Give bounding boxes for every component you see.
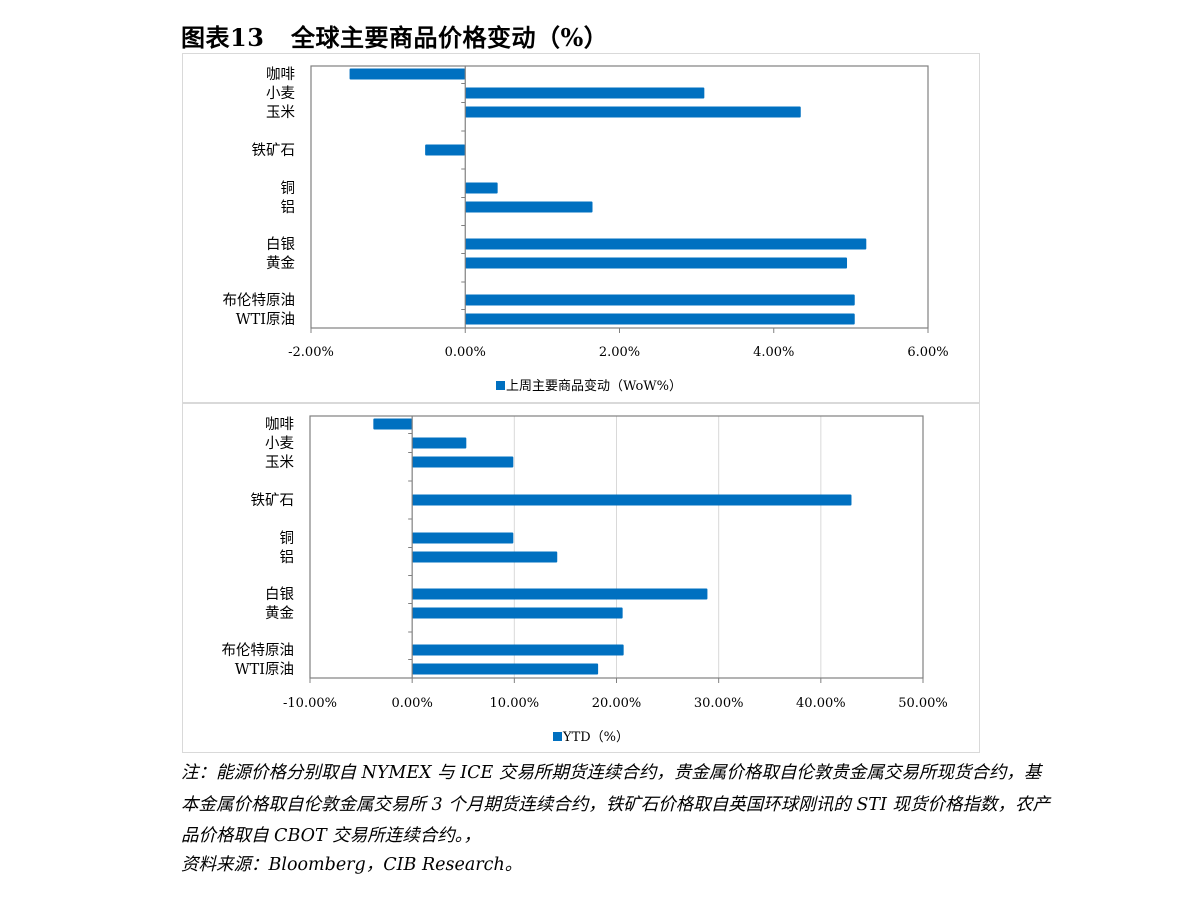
category-label: 小麦 <box>266 85 295 102</box>
bar-8 <box>412 644 624 656</box>
ytd-chart: -10.00% 0.00% 10.00% 20.00% 30.00% 40.00% 50.0… <box>182 403 980 753</box>
bar-5 <box>412 551 558 563</box>
legend-label: 上周主要商品变动（WoW%） <box>506 378 682 394</box>
bar-5 <box>465 201 593 213</box>
category-label: 玉米 <box>265 454 294 471</box>
category-label: WTI原油 <box>236 311 295 328</box>
category-label: 铜 <box>280 530 295 547</box>
bar-7 <box>412 607 623 619</box>
x-tick-label: 6.00% <box>907 345 948 360</box>
x-tick-label: 0.00% <box>445 345 486 360</box>
category-label: 白银 <box>265 586 294 603</box>
bar-0 <box>373 418 413 430</box>
plot-frame <box>310 65 929 329</box>
chart-svg: -2.00% 0.00% 2.00% 4.00% 6.00% 咖啡小麦玉米铁矿石铜铝白银黄… <box>223 65 949 394</box>
bar-7 <box>465 257 848 269</box>
category-label: 小麦 <box>265 435 294 452</box>
category-label: 铝 <box>281 199 296 216</box>
category-label: 黄金 <box>266 255 295 272</box>
category-label: 布伦特原油 <box>222 642 295 659</box>
legend-swatch <box>496 381 505 390</box>
category-label: 黄金 <box>265 605 294 622</box>
x-tick-label: -10.00% <box>283 696 337 711</box>
x-tick-label: 2.00% <box>599 345 640 360</box>
x-tick-label: 50.00% <box>898 696 948 711</box>
bar-6 <box>412 588 708 600</box>
x-tick-label: 40.00% <box>796 696 846 711</box>
bar-2 <box>465 106 801 118</box>
bar-9 <box>412 663 599 675</box>
bar-6 <box>465 238 867 250</box>
x-tick-label: 0.00% <box>392 696 433 711</box>
x-tick-label: 4.00% <box>753 345 794 360</box>
bar-1 <box>465 87 705 99</box>
legend-swatch <box>553 732 562 741</box>
category-label: 咖啡 <box>266 66 295 83</box>
category-label: 铝 <box>280 549 295 566</box>
legend-label: YTD（%） <box>562 730 629 745</box>
bar-8 <box>465 294 855 306</box>
x-tick-label: 30.00% <box>694 696 744 711</box>
bar-3 <box>425 144 466 156</box>
category-label: 铜 <box>281 180 296 197</box>
source-note: 资料来源：Bloomberg，CIB Research。 <box>181 855 523 875</box>
bar-1 <box>412 437 467 449</box>
x-tick-label: 10.00% <box>490 696 540 711</box>
chart-svg: -10.00% 0.00% 10.00% 20.00% 30.00% 40.00% 50.0… <box>222 415 948 745</box>
bar-4 <box>412 532 514 544</box>
bar-0 <box>349 68 466 80</box>
category-label: WTI原油 <box>235 661 294 678</box>
x-tick-label: 20.00% <box>592 696 642 711</box>
bar-2 <box>412 456 514 468</box>
bar-3 <box>412 494 852 506</box>
bar-9 <box>465 313 855 325</box>
wow-chart: -2.00% 0.00% 2.00% 4.00% 6.00% 咖啡小麦玉米铁矿石铜铝白银黄… <box>182 53 980 403</box>
category-label: 白银 <box>266 236 295 253</box>
figure-title: 图表13 全球主要商品价格变动（%） <box>181 23 609 52</box>
category-label: 布伦特原油 <box>223 292 296 309</box>
category-label: 玉米 <box>266 104 295 121</box>
category-label: 铁矿石 <box>251 492 295 509</box>
x-tick-label: -2.00% <box>288 345 334 360</box>
category-label: 咖啡 <box>265 416 294 433</box>
footnote: 注：能源价格分别取自 NYMEX 与 ICE 交易所期货连续合约，贵金属价格取自… <box>181 763 1050 846</box>
category-label: 铁矿石 <box>252 142 296 159</box>
bar-4 <box>465 182 498 194</box>
